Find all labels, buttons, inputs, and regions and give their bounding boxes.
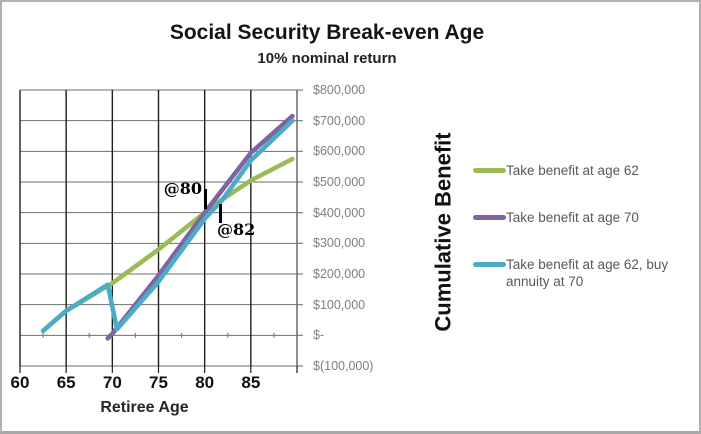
y-axis-tick-label: $300,000 — [313, 236, 366, 251]
x-axis-tick-label: 80 — [195, 373, 215, 392]
annotation-break-even-82: @82 — [217, 220, 256, 239]
y-axis-title: Cumulative Benefit — [421, 92, 467, 372]
chart-subtitle: 10% nominal return — [257, 50, 397, 67]
legend-item-take-benefit-at-age-62: Take benefit at age 62 — [473, 162, 697, 179]
y-axis-tick-label: $500,000 — [313, 175, 366, 189]
x-axis-tick-label: 85 — [241, 373, 261, 392]
legend-label: Take benefit at age 62 — [506, 163, 639, 178]
y-axis-tick-label: $600,000 — [313, 144, 366, 159]
series-line-take-benefit-at-age-70 — [105, 113, 295, 341]
y-axis-title-text: Cumulative Benefit — [431, 132, 457, 332]
legend-line-swatch — [473, 262, 506, 267]
legend-line-swatch — [473, 168, 506, 173]
legend-line-swatch — [473, 215, 506, 220]
legend-item-take-benefit-at-age-70: Take benefit at age 70 — [473, 209, 697, 226]
x-axis-tick-label: 75 — [149, 373, 168, 392]
x-axis-tick-label: 60 — [10, 373, 30, 392]
chart-title: Social Security Break-even Age — [169, 21, 485, 44]
annotation-break-even-80: @80 — [163, 179, 202, 198]
y-axis-tick-label: $100,000 — [313, 297, 366, 312]
annotation-tick-82 — [219, 204, 222, 223]
legend: Take benefit at age 62 Take benefit at ag… — [473, 162, 697, 320]
legend-label: Take benefit at age 62, buy annuity at 7… — [506, 257, 669, 289]
y-axis-tick-label: $(100,000) — [313, 359, 374, 373]
y-axis-tick-label: $800,000 — [313, 83, 366, 97]
y-axis-tick-label: $700,000 — [313, 113, 366, 128]
x-axis-tick-label: 65 — [56, 373, 76, 392]
series-line-take-benefit-at-age-62-buy-annuity-at-70 — [40, 118, 295, 333]
x-axis-tick-label: 70 — [102, 373, 122, 392]
y-axis-tick-label: $- — [313, 328, 325, 343]
plot-area — [19, 89, 303, 373]
y-axis-tick-label: $200,000 — [313, 267, 366, 281]
x-axis-title: Retiree Age — [100, 399, 189, 416]
legend-item-take-benefit-at-age-62-buy-annuity-at-70: Take benefit at age 62, buy annuity at 7… — [473, 256, 697, 290]
annotation-tick-80 — [204, 189, 207, 209]
y-axis-tick-label: $400,000 — [313, 205, 366, 220]
legend-label: Take benefit at age 70 — [506, 210, 639, 225]
